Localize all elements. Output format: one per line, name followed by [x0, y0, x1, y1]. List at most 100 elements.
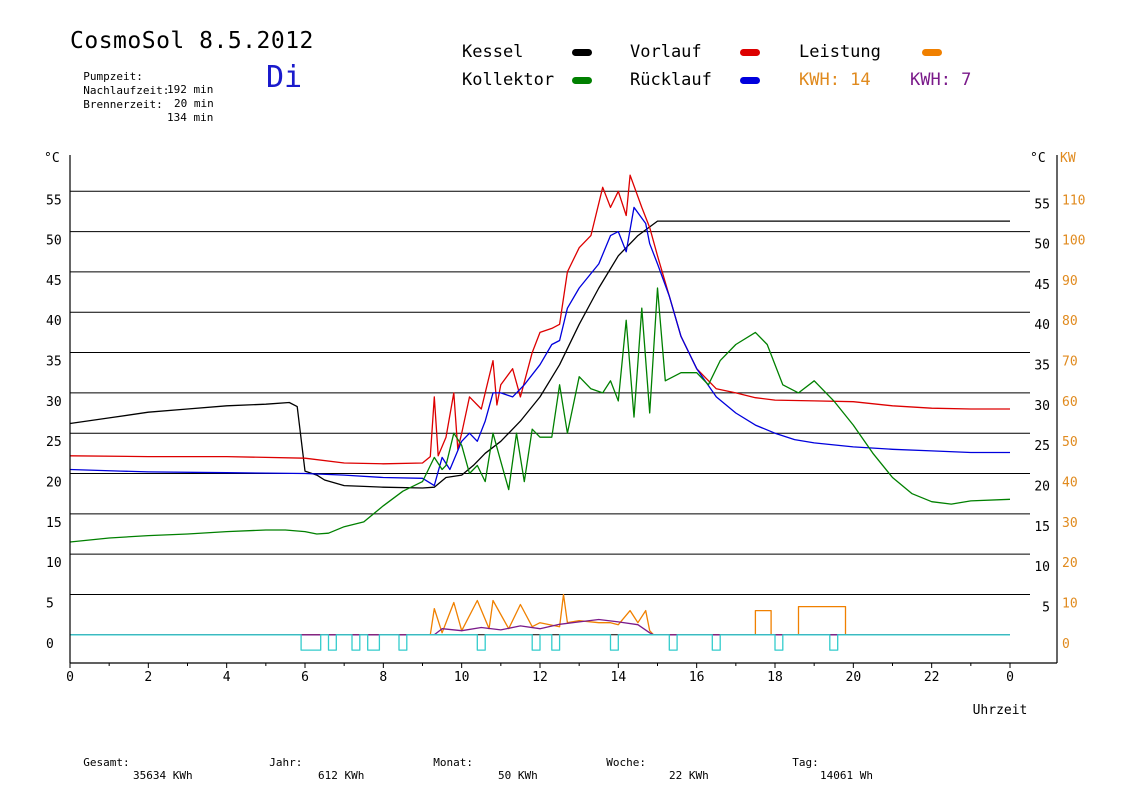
y-tick-label: 55 [46, 193, 62, 208]
y-tick-label: 10 [46, 556, 62, 571]
x-tick-label: 10 [454, 670, 470, 685]
y2-temp-tick-label: 20 [1034, 480, 1050, 495]
legend-swatch-leistung [922, 49, 942, 56]
y2-temp-tick-label: 50 [1034, 238, 1050, 253]
y-tick-label: 20 [46, 476, 62, 491]
x-tick-label: 12 [532, 670, 548, 685]
series-layer [69, 174, 1011, 651]
footer-monat: Monat: 50 KWh [420, 743, 538, 782]
x-tick-label: 14 [611, 670, 627, 685]
y-tick-label: 30 [46, 395, 62, 410]
series-kwh-7 [70, 618, 1010, 636]
y2-kw-tick-label: 100 [1062, 234, 1085, 249]
y2-temp-tick-label: 55 [1034, 197, 1050, 212]
x-tick-label: 0 [66, 670, 74, 685]
legend-swatch-kollektor [572, 77, 592, 84]
y2-kw-tick-label: 20 [1062, 556, 1078, 571]
footer-label: Tag: [792, 756, 819, 769]
y-tick-label: 45 [46, 274, 62, 289]
x-tick-label: 16 [689, 670, 705, 685]
x-tick-label: 20 [846, 670, 862, 685]
stat-value: 20 min [174, 97, 214, 110]
footer-value: 50 KWh [498, 769, 538, 782]
y-tick-label: 0 [46, 637, 54, 652]
x-tick-label: 8 [379, 670, 387, 685]
stat-label: Brennerzeit: [83, 98, 163, 111]
x-tick-label: 2 [144, 670, 152, 685]
y2-kw-tick-label: 60 [1062, 395, 1078, 410]
y2-kw-tick-label: 50 [1062, 435, 1078, 450]
app-title: CosmoSol 8.5.2012 [70, 28, 314, 54]
x-tick-label: 4 [223, 670, 231, 685]
series-pumpe [70, 634, 1010, 651]
stat-nachlaufzeit: Nachlaufzeit: 20 min [70, 71, 214, 110]
y-axis-unit-right: °C [1030, 151, 1046, 166]
y-tick-label: 15 [46, 516, 62, 531]
legend-label-ruecklauf: Rücklauf [630, 70, 712, 90]
stat-value: 192 min [167, 83, 214, 96]
legend-kwh-purple: KWH: 7 [910, 70, 972, 90]
y2-temp-tick-label: 25 [1034, 439, 1050, 454]
y-axis-unit-kw: KW [1060, 151, 1076, 166]
legend-label-kollektor: Kollektor [462, 70, 555, 90]
footer-value: 612 KWh [318, 769, 365, 782]
legend-label-vorlauf: Vorlauf [630, 42, 702, 62]
weekday-label: Di [266, 60, 303, 95]
footer-woche: Woche: 22 KWh [593, 743, 709, 782]
series-leistung [70, 593, 1010, 636]
y2-temp-tick-label: 35 [1034, 359, 1050, 374]
y-axis-unit-left: °C [44, 151, 60, 166]
x-tick-label: 22 [924, 670, 940, 685]
x-tick-label: 0 [1006, 670, 1014, 685]
y2-kw-tick-label: 40 [1062, 476, 1078, 491]
stat-label: Nachlaufzeit: [83, 84, 170, 97]
series-kollektor [69, 287, 1011, 543]
footer-jahr: Jahr: 612 KWh [256, 743, 364, 782]
series-vorlauf [69, 174, 1010, 465]
y2-kw-tick-label: 90 [1062, 274, 1078, 289]
series-kessel [69, 220, 1010, 489]
footer-tag: Tag: 14061 Wh [779, 743, 873, 782]
footer-label: Jahr: [269, 756, 303, 769]
y-tick-label: 5 [46, 596, 54, 611]
y2-temp-tick-label: 40 [1034, 318, 1050, 333]
footer-value: 35634 KWh [133, 769, 193, 782]
x-axis-label: Uhrzeit [973, 703, 1028, 718]
y2-temp-tick-label: 5 [1042, 600, 1050, 615]
footer-label: Woche: [606, 756, 646, 769]
y2-temp-tick-label: 30 [1034, 399, 1050, 414]
footer-gesamt: Gesamt: 35634 KWh [70, 743, 192, 782]
y2-temp-tick-label: 45 [1034, 278, 1050, 293]
y2-kw-tick-label: 0 [1062, 637, 1070, 652]
stat-value: 134 min [167, 111, 214, 124]
footer-value: 14061 Wh [820, 769, 873, 782]
y2-kw-tick-label: 70 [1062, 355, 1078, 370]
y2-kw-tick-label: 30 [1062, 516, 1078, 531]
footer-label: Monat: [433, 756, 473, 769]
y-tick-label: 25 [46, 435, 62, 450]
axis-layer [69, 155, 1058, 668]
label-layer: 0 2 4 6 8 10 12 14 16 18 20 22 0 Uhrzeit 0 5 10 15 20 25 30 3… [44, 151, 1085, 718]
legend-kwh-orange: KWH: 14 [799, 70, 871, 90]
grid-layer [70, 190, 1030, 636]
y2-temp-tick-label: 15 [1034, 520, 1050, 535]
footer-label: Gesamt: [83, 756, 130, 769]
stat-label: Pumpzeit: [83, 70, 143, 83]
y2-kw-tick-label: 110 [1062, 193, 1085, 208]
legend-label-kessel: Kessel [462, 42, 524, 62]
y2-kw-tick-label: 80 [1062, 314, 1078, 329]
legend-swatch-kessel [572, 49, 592, 56]
stat-pumpzeit: Pumpzeit: 192 min [70, 57, 213, 96]
stat-brennerzeit: Brennerzeit: 134 min [70, 85, 213, 124]
y-tick-label: 35 [46, 355, 62, 370]
legend-swatch-vorlauf [740, 49, 760, 56]
legend-swatch-ruecklauf [740, 77, 760, 84]
x-tick-label: 18 [767, 670, 783, 685]
footer-value: 22 KWh [669, 769, 709, 782]
y-tick-label: 40 [46, 314, 62, 329]
y-tick-label: 50 [46, 234, 62, 249]
y2-kw-tick-label: 10 [1062, 596, 1078, 611]
legend-label-leistung: Leistung [799, 42, 881, 62]
y2-temp-tick-label: 10 [1034, 560, 1050, 575]
